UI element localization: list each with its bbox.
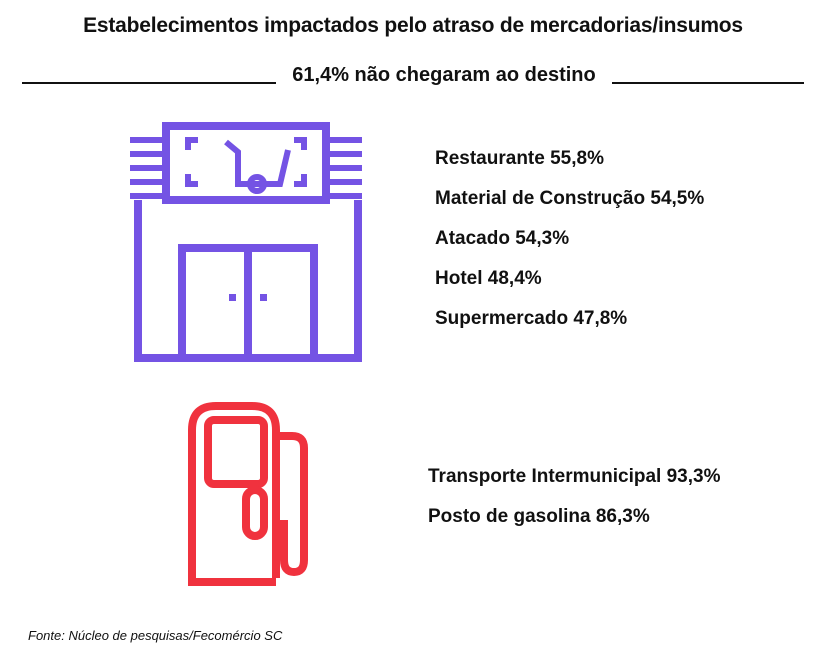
store-list: Restaurante 55,8% Material de Construção… xyxy=(435,139,704,339)
list-item: Hotel 48,4% xyxy=(435,268,542,289)
list-item: Supermercado 47,8% xyxy=(435,308,628,329)
list-item: Restaurante 55,8% xyxy=(435,148,604,169)
list-item: Posto de gasolina 86,3% xyxy=(428,506,650,527)
fuel-pump-icon xyxy=(180,400,320,595)
fuel-list: Transporte Intermunicipal 93,3% Posto de… xyxy=(428,457,720,537)
source-note: Fonte: Núcleo de pesquisas/Fecomércio SC xyxy=(28,628,283,643)
chart-title: Estabelecimentos impactados pelo atraso … xyxy=(83,14,743,37)
list-item: Atacado 54,3% xyxy=(435,228,570,249)
list-item: Material de Construção 54,5% xyxy=(435,188,705,209)
divider-right xyxy=(612,82,804,84)
list-item: Transporte Intermunicipal 93,3% xyxy=(428,466,721,487)
divider-left xyxy=(22,82,276,84)
store-icon xyxy=(126,122,366,367)
chart-subtitle: 61,4% não chegaram ao destino xyxy=(292,64,596,86)
